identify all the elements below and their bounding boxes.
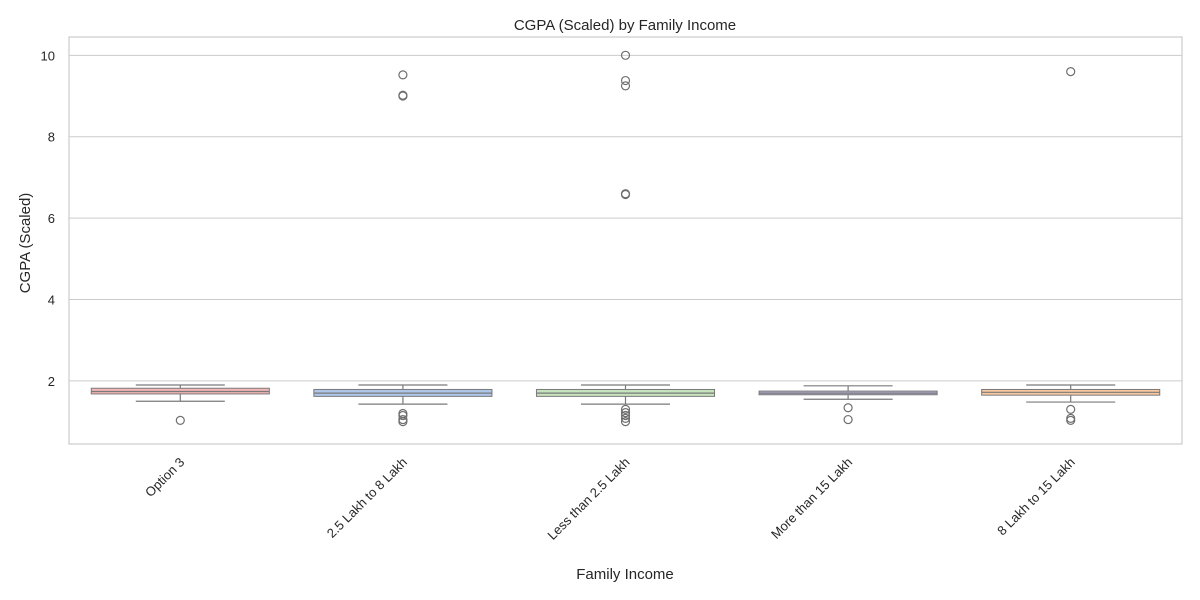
outlier-point (398, 70, 408, 80)
outlier-point (620, 404, 631, 415)
box-group (758, 385, 938, 425)
box-group (981, 66, 1161, 425)
box-group (313, 70, 493, 427)
x-axis-label: Family Income (576, 566, 674, 583)
outlier-point (843, 403, 853, 413)
grid (69, 54, 1182, 382)
box-group (535, 50, 716, 427)
box-group (90, 384, 270, 425)
x-tick-label: 2.5 Lakh to 8 Lakh (324, 455, 410, 541)
y-tick-labels: 2 4 6 8 10 (41, 48, 55, 389)
boxes (90, 50, 1161, 427)
chart-title: CGPA (Scaled) by Family Income (514, 17, 736, 34)
outlier-point (175, 415, 185, 425)
outlier-point (1066, 66, 1076, 77)
plot-frame (68, 36, 1183, 445)
outlier-point (1066, 415, 1076, 425)
outlier-point (398, 417, 408, 427)
outlier-point (620, 408, 631, 418)
y-tick-label: 2 (48, 374, 55, 389)
outlier-point (620, 417, 631, 427)
x-tick-label: Less than 2.5 Lakh (544, 455, 632, 543)
y-axis-label: CGPA (Scaled) (17, 193, 34, 294)
outlier-point (620, 189, 631, 200)
outlier-point (1066, 404, 1076, 415)
outlier-point (620, 410, 631, 421)
y-tick-label: 6 (48, 211, 55, 226)
outlier-point (620, 413, 631, 423)
y-tick-label: 4 (48, 293, 55, 308)
y-tick-label: 10 (41, 48, 55, 63)
y-tick-label: 8 (48, 130, 55, 145)
x-tick-label: 8 Lakh to 15 Lakh (994, 455, 1078, 539)
outlier-point (620, 50, 631, 60)
outlier-point (620, 81, 631, 91)
x-tick-label: More than 15 Lakh (768, 455, 855, 542)
outlier-point (398, 410, 408, 421)
outlier-point (398, 90, 408, 100)
x-tick-labels: Option 3 2.5 Lakh to 8 Lakh Less than 2.5 … (142, 455, 1078, 543)
outlier-point (620, 75, 631, 86)
x-tick-label: Option 3 (142, 455, 187, 500)
outlier-point (843, 414, 853, 425)
